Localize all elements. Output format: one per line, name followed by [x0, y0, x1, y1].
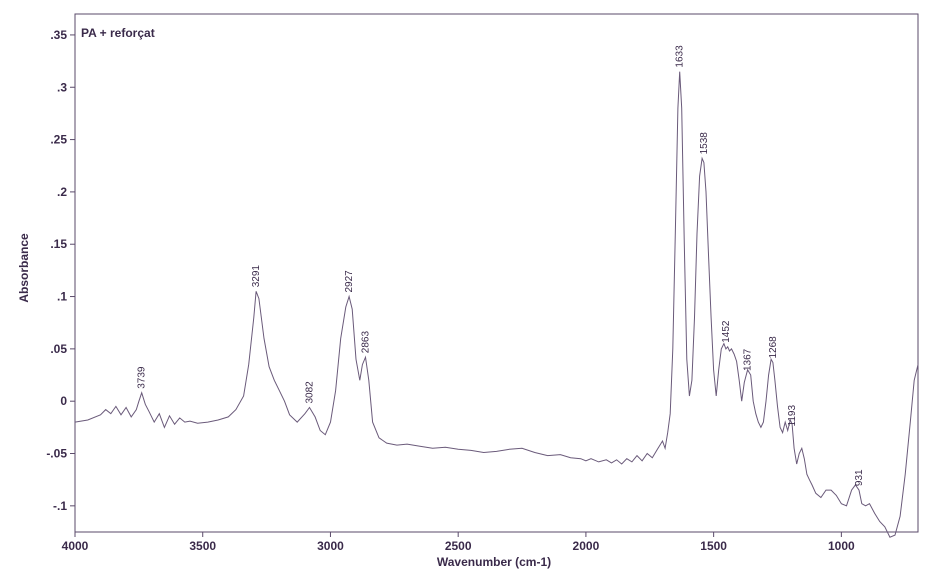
y-axis-ticks: .35 .3 .25 .2 .15 .1 .05 0 -.05 -.1 — [46, 28, 75, 513]
y-tick-label: 0 — [60, 394, 67, 408]
y-tick-label: .1 — [57, 290, 67, 304]
peak-label: 3291 — [251, 265, 262, 288]
x-axis-title: Wavenumber (cm-1) — [437, 555, 551, 569]
peak-label: 2927 — [344, 270, 355, 293]
peak-label: 3082 — [305, 381, 316, 404]
chart-title: PA + reforçat — [81, 26, 155, 40]
peak-label: 1538 — [699, 132, 710, 155]
y-axis-title: Absorbance — [17, 233, 31, 303]
peak-label: 1268 — [768, 336, 779, 359]
y-tick-label: .2 — [57, 185, 67, 199]
peak-label: 1193 — [787, 405, 798, 427]
x-tick-label: 4000 — [62, 539, 89, 553]
peak-label: 3739 — [137, 366, 148, 389]
y-tick-label: .35 — [50, 28, 67, 42]
x-tick-label: 3500 — [189, 539, 216, 553]
x-tick-label: 3000 — [317, 539, 344, 553]
peak-labels: 3739 3291 3082 2927 2863 1633 1538 1452 1367 1268… — [137, 45, 865, 486]
y-tick-label: .05 — [50, 342, 67, 356]
y-tick-label: -.05 — [46, 447, 67, 461]
series-line-absorbance — [74, 71, 919, 538]
plot-frame — [74, 13, 919, 533]
x-tick-label: 2500 — [445, 539, 472, 553]
y-tick-label: .3 — [57, 80, 67, 94]
y-tick-label: .15 — [50, 237, 67, 251]
peak-label: 2863 — [361, 331, 372, 354]
x-axis-ticks: 4000 3500 3000 2500 2000 1500 1000 — [62, 532, 855, 553]
y-tick-label: -.1 — [53, 499, 67, 513]
peak-label: 1452 — [721, 320, 732, 343]
x-tick-label: 2000 — [573, 539, 600, 553]
x-tick-label: 1000 — [828, 539, 855, 553]
peak-label: 1633 — [675, 45, 686, 68]
peak-label: 1367 — [743, 348, 754, 371]
x-tick-label: 1500 — [700, 539, 727, 553]
peak-label: 931 — [854, 469, 865, 486]
y-tick-label: .25 — [50, 133, 67, 147]
